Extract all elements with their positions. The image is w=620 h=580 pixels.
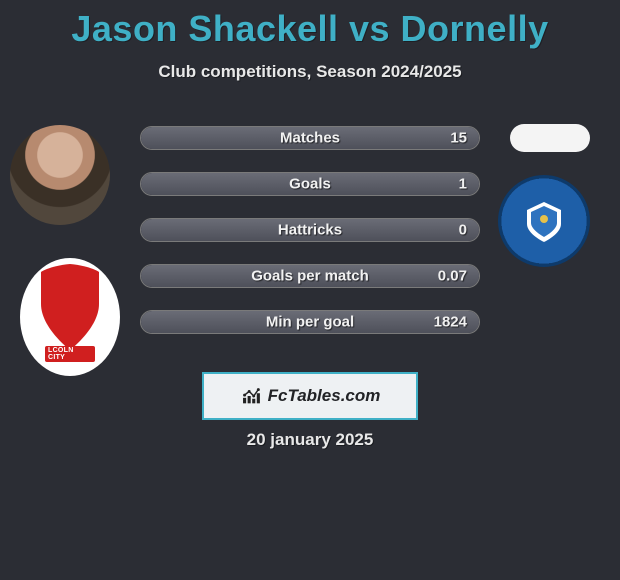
stat-label: Hattricks [278, 222, 342, 239]
club-crest-icon [519, 196, 569, 246]
club-right-badge [498, 175, 590, 267]
shield-icon [35, 264, 105, 350]
bar-chart-icon [240, 385, 262, 407]
brand-name: FcTables.com [268, 386, 381, 406]
stat-row: Matches 15 [140, 126, 480, 150]
stat-label: Min per goal [266, 314, 354, 331]
stat-label: Goals per match [251, 268, 369, 285]
stat-row: Min per goal 1824 [140, 310, 480, 334]
club-left-badge: LCOLN CITY [20, 258, 120, 376]
brand-box: FcTables.com [202, 372, 418, 420]
stat-row: Goals 1 [140, 172, 480, 196]
player-right-avatar [510, 124, 590, 152]
page-title: Jason Shackell vs Dornelly [0, 0, 620, 50]
date-label: 20 january 2025 [0, 430, 620, 450]
club-left-name: LCOLN CITY [45, 346, 95, 362]
stat-label: Matches [280, 130, 340, 147]
stat-value-right: 0.07 [438, 268, 467, 285]
page-subtitle: Club competitions, Season 2024/2025 [0, 62, 620, 82]
stat-value-right: 0 [459, 222, 467, 239]
stat-label: Goals [289, 176, 331, 193]
stat-row: Goals per match 0.07 [140, 264, 480, 288]
stats-table: Matches 15 Goals 1 Hattricks 0 Goals per… [140, 126, 480, 356]
stat-value-right: 1824 [434, 314, 467, 331]
stat-value-right: 15 [450, 130, 467, 147]
stat-value-right: 1 [459, 176, 467, 193]
stat-row: Hattricks 0 [140, 218, 480, 242]
player-left-avatar [10, 125, 110, 225]
